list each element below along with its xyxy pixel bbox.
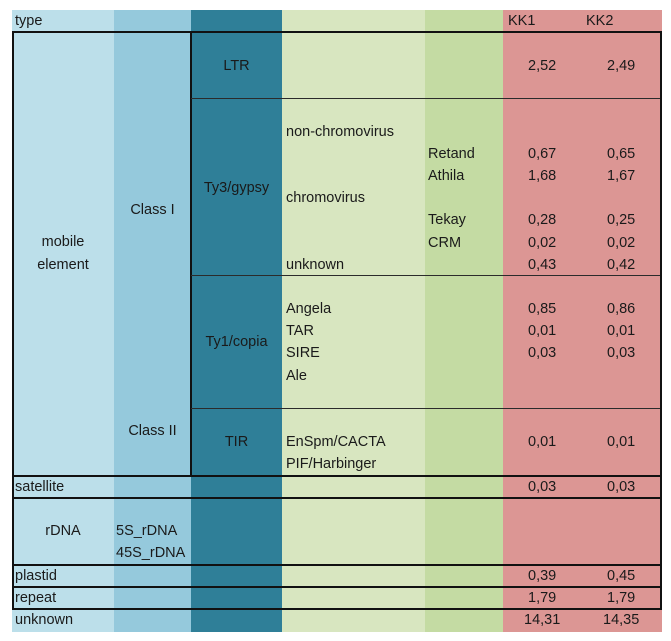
rdna-45s-label: 45S_rDNA [116, 545, 186, 561]
value-kk1-athila: 1,68 [528, 168, 557, 184]
non-chromovirus-label: non-chromovirus [286, 124, 394, 140]
tar-label: TAR [286, 323, 314, 339]
ty3-unknown-label: unknown [286, 257, 345, 273]
value-kk1-plastid: 0,39 [528, 568, 557, 584]
repeat-label: repeat [15, 590, 57, 606]
rdna-label: rDNA [45, 523, 81, 539]
value-kk2-angela: 0,86 [607, 301, 636, 317]
plastid-label: plastid [15, 568, 57, 584]
rule-ty3-bottom [191, 275, 662, 276]
rule-ltr-bottom [191, 98, 662, 99]
value-kk2-ty3-unknown: 0,42 [607, 257, 636, 273]
class-i-label: Class I [130, 202, 175, 218]
value-kk1-tir: 0,01 [528, 434, 557, 450]
satellite-label: satellite [15, 479, 65, 495]
rule-plastid-top [12, 564, 662, 566]
column-type-band [12, 10, 114, 632]
tir-label: TIR [224, 434, 249, 450]
column-lineage-band [425, 10, 503, 632]
ty1-copia-label: Ty1/copia [205, 334, 268, 350]
value-kk1-retand: 0,67 [528, 146, 557, 162]
ty3-gypsy-label: Ty3/gypsy [203, 180, 270, 196]
value-kk2-ltr: 2,49 [607, 58, 636, 74]
value-kk2-retand: 0,65 [607, 146, 636, 162]
pif-harbinger-label: PIF/Harbinger [286, 456, 377, 472]
unknown-label: unknown [15, 612, 74, 628]
class-ii-label: Class II [128, 423, 177, 439]
crm-label: CRM [428, 235, 462, 251]
column-values-band [503, 10, 662, 632]
tekay-label: Tekay [428, 212, 466, 228]
value-kk2-athila: 1,67 [607, 168, 636, 184]
rule-lower-left [12, 475, 14, 610]
value-kk2-repeat: 1,79 [607, 590, 636, 606]
value-kk2-crm: 0,02 [607, 235, 636, 251]
value-kk1-ltr: 2,52 [528, 58, 557, 74]
rule-mobile-top [12, 31, 662, 33]
rule-mobile-left [12, 31, 14, 475]
header-kk1: KK1 [508, 13, 536, 29]
value-kk2-plastid: 0,45 [607, 568, 636, 584]
sire-label: SIRE [286, 345, 320, 361]
chromovirus-label: chromovirus [286, 190, 365, 206]
angela-label: Angela [286, 301, 332, 317]
rule-unknown-top [12, 608, 662, 610]
value-kk1-satellite: 0,03 [528, 479, 557, 495]
column-superfamily-band [282, 10, 425, 632]
value-kk1-sire: 0,03 [528, 345, 557, 361]
ale-label: Ale [286, 368, 307, 384]
value-kk1-repeat: 1,79 [528, 590, 557, 606]
header-type: type [15, 13, 43, 29]
rule-rdna-top [12, 497, 662, 499]
retand-label: Retand [428, 146, 475, 162]
rdna-5s-label: 5S_rDNA [116, 523, 178, 539]
value-kk1-ty3-unknown: 0,43 [528, 257, 557, 273]
value-kk1-angela: 0,85 [528, 301, 557, 317]
value-kk2-tir: 0,01 [607, 434, 636, 450]
rule-repeat-top [12, 586, 662, 588]
enspm-cacta-label: EnSpm/CACTA [286, 434, 386, 450]
value-kk2-tekay: 0,25 [607, 212, 636, 228]
value-kk2-unknown: 14,35 [603, 612, 640, 628]
ltr-label: LTR [223, 58, 250, 74]
value-kk2-sire: 0,03 [607, 345, 636, 361]
header-kk2: KK2 [586, 13, 614, 29]
value-kk2-satellite: 0,03 [607, 479, 636, 495]
rule-right [660, 31, 662, 610]
value-kk2-tar: 0,01 [607, 323, 636, 339]
value-kk1-crm: 0,02 [528, 235, 557, 251]
column-class-band [114, 10, 191, 632]
rule-ty1-bottom [191, 408, 662, 409]
column-order-band [191, 10, 282, 632]
mobile-element-label-line2: element [37, 257, 89, 273]
value-kk1-tekay: 0,28 [528, 212, 557, 228]
value-kk1-tar: 0,01 [528, 323, 557, 339]
rule-class-divider [190, 31, 192, 475]
value-kk1-unknown: 14,31 [524, 612, 561, 628]
mobile-element-label-line1: mobile [41, 234, 85, 250]
rule-satellite-top [12, 475, 662, 477]
athila-label: Athila [428, 168, 465, 184]
